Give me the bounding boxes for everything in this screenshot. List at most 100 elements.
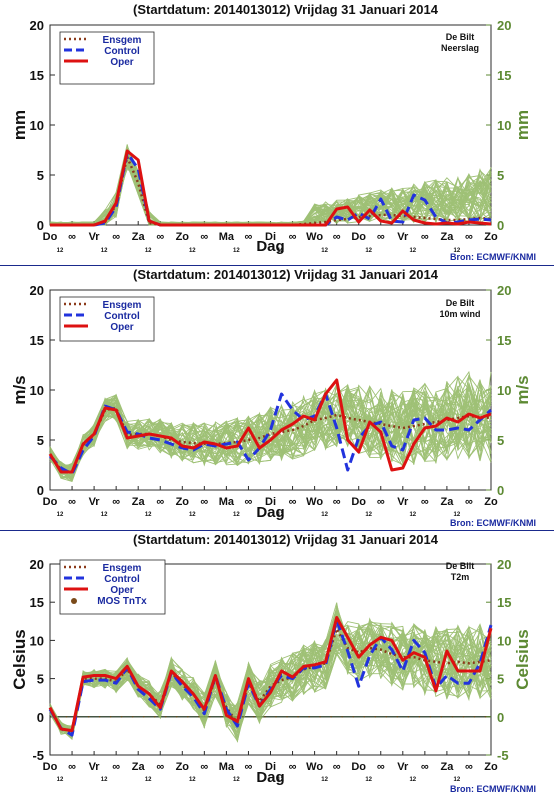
y-tick-label: 0 xyxy=(37,710,44,725)
mos-point xyxy=(319,716,321,718)
legend-label: Oper xyxy=(110,322,133,333)
x-tick-label: ∞ xyxy=(245,231,253,243)
x-hour-label: 12 xyxy=(409,512,416,518)
x-hour-label: 12 xyxy=(277,512,284,518)
mos-point xyxy=(175,716,178,718)
x-hour-label: 12 xyxy=(233,512,240,518)
x-tick-label: ∞ xyxy=(421,231,429,243)
x-hour-label: 12 xyxy=(145,512,152,518)
legend-label: Ensgem xyxy=(103,563,142,574)
y-tick-label: 0 xyxy=(37,483,44,498)
mos-point xyxy=(418,716,421,718)
mos-point xyxy=(484,716,487,718)
x-hour-label: 12 xyxy=(57,777,64,783)
mos-point xyxy=(142,716,145,718)
legend-marker-mos xyxy=(71,598,77,604)
x-tick-label: ∞ xyxy=(112,761,120,773)
x-hour-label: 12 xyxy=(365,248,372,254)
legend-label: Ensgem xyxy=(103,35,142,46)
source-label: Bron: ECMWF/KNMI xyxy=(450,518,536,528)
mos-point xyxy=(341,716,343,718)
x-tick-label: Za xyxy=(440,496,454,508)
mos-point xyxy=(120,716,123,718)
x-tick-label: Zo xyxy=(484,761,498,773)
x-tick-label: ∞ xyxy=(465,231,473,243)
x-tick-label: Do xyxy=(351,761,366,773)
chart-title: (Startdatum: 2014013012) Vrijdag 31 Janu… xyxy=(133,267,439,282)
x-hour-label: 12 xyxy=(409,248,416,254)
y-tick-label-right: 15 xyxy=(497,333,511,348)
y-tick-label: 0 xyxy=(37,218,44,233)
mos-point xyxy=(462,716,465,718)
x-tick-label: ∞ xyxy=(68,231,76,243)
chart-title: (Startdatum: 2014013012) Vrijdag 31 Janu… xyxy=(133,532,439,547)
x-hour-label: 12 xyxy=(101,777,108,783)
x-tick-label: ∞ xyxy=(289,231,297,243)
mos-point xyxy=(440,716,443,718)
mos-point xyxy=(286,716,288,718)
legend-box xyxy=(59,559,166,615)
mos-point xyxy=(385,716,388,718)
x-hour-label: 12 xyxy=(101,512,108,518)
y-tick-label: 20 xyxy=(30,557,44,572)
y-tick-label-right: 0 xyxy=(497,710,504,725)
x-tick-label: ∞ xyxy=(112,496,120,508)
y-tick-label: 15 xyxy=(30,333,44,348)
source-label: Bron: ECMWF/KNMI xyxy=(450,252,536,262)
variable-label: Neerslag xyxy=(441,43,479,53)
y-tick-label: 5 xyxy=(37,672,44,687)
mos-points xyxy=(54,716,487,718)
mos-point xyxy=(363,716,366,718)
y-tick-label-right: 15 xyxy=(497,68,511,83)
y-tick-label-right: 20 xyxy=(497,557,511,572)
ensemble-member-line xyxy=(49,637,492,739)
y-tick-label-right: 5 xyxy=(497,672,504,687)
location-label: De Bilt xyxy=(446,298,475,308)
x-tick-label: Do xyxy=(351,231,366,243)
y-tick-label-right: 10 xyxy=(497,383,511,398)
x-tick-label: Za xyxy=(440,231,454,243)
x-tick-label: Zo xyxy=(484,231,498,243)
y-tick-label-right: -5 xyxy=(497,748,509,763)
x-tick-label: Vr xyxy=(397,761,409,773)
x-hour-label: 12 xyxy=(277,248,284,254)
y-tick-label-right: 10 xyxy=(497,118,511,133)
x-tick-label: Zo xyxy=(176,761,190,773)
y-tick-label-right: 0 xyxy=(497,483,504,498)
x-hour-label: 12 xyxy=(189,512,196,518)
x-tick-label: ∞ xyxy=(200,231,208,243)
x-tick-label: ∞ xyxy=(245,761,253,773)
y-tick-label: 15 xyxy=(30,68,44,83)
x-hour-label: 12 xyxy=(454,512,461,518)
mos-point xyxy=(220,716,222,718)
temperature-panel: (Startdatum: 2014013012) Vrijdag 31 Janu… xyxy=(0,531,554,795)
x-tick-label: Vr xyxy=(397,231,409,243)
x-axis-label: Dag xyxy=(256,504,284,521)
mos-point xyxy=(242,716,244,718)
x-tick-label: Wo xyxy=(306,231,323,243)
series-line-control xyxy=(48,392,493,476)
y-tick-label-right: 5 xyxy=(497,433,504,448)
legend-label: Control xyxy=(104,46,140,57)
x-tick-label: ∞ xyxy=(421,761,429,773)
x-hour-label: 12 xyxy=(145,777,152,783)
y-axis-label-right: m/s xyxy=(513,375,532,404)
precipitation-chart: (Startdatum: 2014013012) Vrijdag 31 Janu… xyxy=(10,2,536,262)
x-tick-label: ∞ xyxy=(289,496,297,508)
mos-point xyxy=(308,716,310,718)
legend-label: Oper xyxy=(110,57,133,68)
ensemble-member-line xyxy=(49,624,492,733)
x-tick-label: ∞ xyxy=(377,761,385,773)
y-tick-label-right: 0 xyxy=(497,218,504,233)
mos-point xyxy=(187,716,189,718)
x-tick-label: ∞ xyxy=(200,496,208,508)
x-tick-label: ∞ xyxy=(421,496,429,508)
x-hour-label: 12 xyxy=(57,512,64,518)
x-tick-label: Zo xyxy=(176,496,190,508)
x-tick-label: ∞ xyxy=(333,761,341,773)
wind-panel: (Startdatum: 2014013012) Vrijdag 31 Janu… xyxy=(0,266,554,530)
ensemble-member-line xyxy=(49,633,492,740)
mos-point xyxy=(297,716,299,718)
x-tick-label: ∞ xyxy=(465,761,473,773)
x-hour-label: 12 xyxy=(454,248,461,254)
